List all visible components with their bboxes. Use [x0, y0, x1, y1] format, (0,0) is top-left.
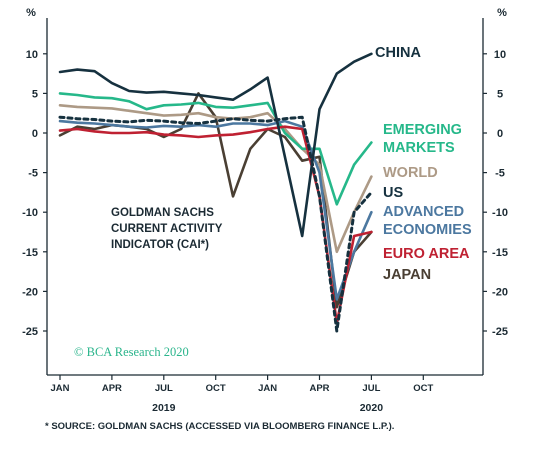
y-tick-right: 5 — [497, 88, 503, 100]
left-unit-label: % — [26, 7, 36, 19]
y-tick-left: -5 — [28, 168, 38, 180]
y-tick-right: -25 — [492, 326, 508, 338]
series-label-advanced-economies: ECONOMIES — [383, 222, 472, 238]
y-tick-right: -15 — [492, 247, 508, 259]
series-label-us: US — [383, 185, 403, 201]
y-tick-left: -10 — [22, 207, 38, 219]
series-labels: CHINA EMERGING MARKETS WORLD US ADVANCED ECONO… — [375, 45, 472, 283]
right-unit-label: % — [497, 7, 507, 19]
y-tick-right: -10 — [492, 207, 508, 219]
x-tick-label: JUL — [362, 383, 380, 394]
y-tick-left: 0 — [32, 128, 38, 140]
y-tick-left: 10 — [26, 49, 38, 61]
x-tick-label: APR — [309, 383, 329, 394]
annotation-block: GOLDMAN SACHS CURRENT ACTIVITY INDICATOR… — [111, 207, 223, 251]
x-tick-label: APR — [102, 383, 122, 394]
source-note: * SOURCE: GOLDMAN SACHS (ACCESSED VIA BL… — [45, 421, 395, 432]
y-tick-right: -5 — [495, 168, 505, 180]
chart-canvas: % % 10 10 5 5 0 0 -5 -5 -10 -10 -15 -15 -20 -20 -25 -25… — [22, 7, 508, 414]
annotation-line-3: INDICATOR (CAI*) — [111, 239, 209, 251]
y-tick-left: -20 — [22, 286, 38, 298]
x-tick-group: JAN APR JUL OCT JAN APR JUL OCT 2019 2020 — [50, 375, 434, 414]
annotation-line-1: GOLDMAN SACHS — [111, 207, 214, 219]
series-label-china: CHINA — [375, 45, 421, 61]
series-label-advanced-economies: ADVANCED — [383, 204, 464, 220]
y-tick-right: 0 — [497, 128, 503, 140]
x-tick-label: JAN — [258, 383, 277, 394]
year-label: 2020 — [360, 402, 384, 414]
y-tick-left: -25 — [22, 326, 38, 338]
y-tick-right: 10 — [494, 49, 506, 61]
annotation-line-2: CURRENT ACTIVITY — [111, 223, 223, 235]
series-label-japan: JAPAN — [383, 267, 431, 283]
series-line-emerging-markets — [58, 92, 373, 206]
series-label-emerging-markets: MARKETS — [383, 140, 455, 156]
y-tick-left: -15 — [22, 247, 38, 259]
watermark: © BCA Research 2020 — [74, 345, 189, 359]
series-label-euro-area: EURO AREA — [383, 246, 470, 262]
series-line-world — [58, 104, 373, 254]
x-tick-label: JAN — [50, 383, 69, 394]
year-label: 2019 — [152, 402, 176, 414]
series-label-emerging-markets: EMERGING — [383, 122, 462, 138]
x-tick-label: OCT — [206, 383, 226, 394]
series-line-china — [58, 52, 373, 238]
y-tick-group: 10 10 5 5 0 0 -5 -5 -10 -10 -15 -15 -20 -20 -25 -25 — [22, 49, 508, 338]
x-tick-label: OCT — [413, 383, 433, 394]
y-tick-left: 5 — [32, 88, 38, 100]
y-tick-right: -20 — [492, 286, 508, 298]
series-line-advanced-economies — [58, 119, 373, 301]
chart-axes — [46, 18, 484, 376]
series-label-world: WORLD — [383, 165, 438, 181]
series-line-us — [58, 115, 373, 333]
series-lines — [58, 52, 373, 333]
x-tick-label: JUL — [155, 383, 173, 394]
